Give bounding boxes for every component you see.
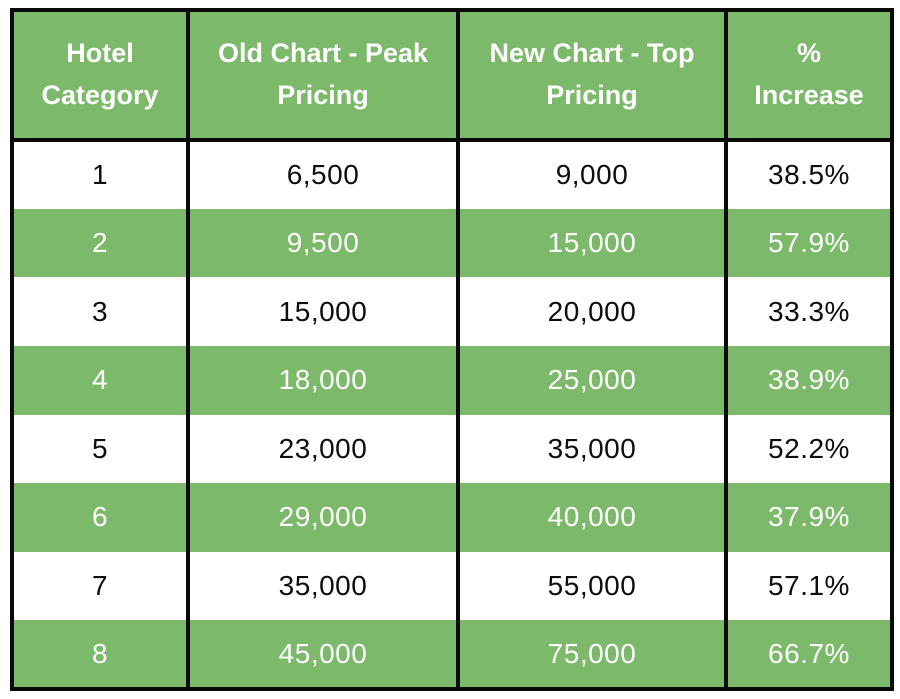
cell-category: 3 <box>10 277 190 346</box>
cell-old-price: 6,500 <box>186 140 460 209</box>
cell-old-price: 29,000 <box>186 483 460 552</box>
cell-increase: 38.9% <box>724 345 894 415</box>
cell-category: 1 <box>10 140 190 209</box>
cell-category: 2 <box>10 208 190 278</box>
table-row: 7 35,000 55,000 57.1% <box>10 551 894 621</box>
cell-new-price: 15,000 <box>456 208 728 278</box>
cell-increase: 57.1% <box>724 551 894 621</box>
header-old-chart-peak-pricing: Old Chart - Peak Pricing <box>186 10 460 142</box>
cell-new-price: 9,000 <box>456 140 728 209</box>
header-new-chart-top-pricing: New Chart - Top Pricing <box>456 10 728 142</box>
cell-increase: 33.3% <box>724 277 894 346</box>
cell-increase: 37.9% <box>724 483 894 552</box>
cell-new-price: 20,000 <box>456 277 728 346</box>
cell-old-price: 35,000 <box>186 551 460 621</box>
cell-new-price: 25,000 <box>456 345 728 415</box>
cell-old-price: 15,000 <box>186 277 460 346</box>
cell-old-price: 18,000 <box>186 345 460 415</box>
cell-category: 8 <box>10 620 190 689</box>
cell-old-price: 45,000 <box>186 620 460 689</box>
table-row: 4 18,000 25,000 38.9% <box>10 345 894 415</box>
cell-old-price: 23,000 <box>186 414 460 484</box>
table-row: 5 23,000 35,000 52.2% <box>10 414 894 484</box>
header-hotel-category: Hotel Category <box>10 10 190 142</box>
cell-increase: 66.7% <box>724 620 894 689</box>
table-row: 6 29,000 40,000 37.9% <box>10 483 894 552</box>
cell-new-price: 40,000 <box>456 483 728 552</box>
header-row: Hotel Category Old Chart - Peak Pricing … <box>10 10 894 142</box>
cell-category: 7 <box>10 551 190 621</box>
cell-increase: 57.9% <box>724 208 894 278</box>
cell-category: 4 <box>10 345 190 415</box>
hotel-pricing-table: Hotel Category Old Chart - Peak Pricing … <box>10 8 894 691</box>
table-row: 8 45,000 75,000 66.7% <box>10 620 894 689</box>
table-row: 3 15,000 20,000 33.3% <box>10 277 894 346</box>
header-percent-increase: % Increase <box>724 10 894 142</box>
cell-category: 5 <box>10 414 190 484</box>
cell-increase: 52.2% <box>724 414 894 484</box>
cell-category: 6 <box>10 483 190 552</box>
table-row: 2 9,500 15,000 57.9% <box>10 208 894 278</box>
cell-increase: 38.5% <box>724 140 894 209</box>
cell-new-price: 35,000 <box>456 414 728 484</box>
table-row: 1 6,500 9,000 38.5% <box>10 140 894 209</box>
cell-new-price: 75,000 <box>456 620 728 689</box>
cell-new-price: 55,000 <box>456 551 728 621</box>
cell-old-price: 9,500 <box>186 208 460 278</box>
